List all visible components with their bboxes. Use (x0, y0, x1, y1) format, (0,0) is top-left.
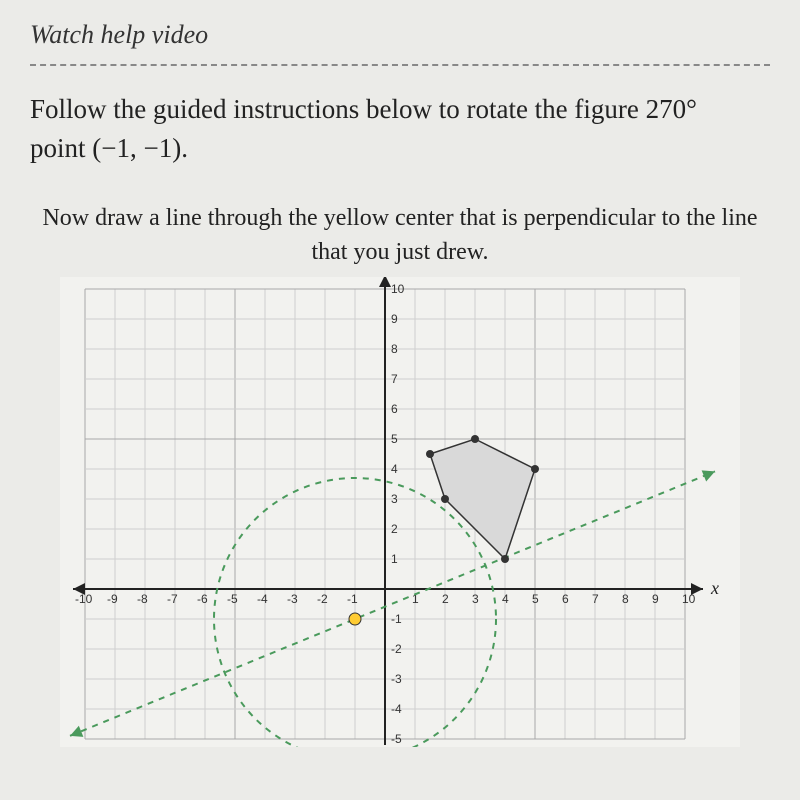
svg-text:-4: -4 (257, 592, 268, 606)
svg-text:5: 5 (391, 432, 398, 446)
svg-text:5: 5 (532, 592, 539, 606)
svg-text:8: 8 (391, 342, 398, 356)
svg-text:-9: -9 (107, 592, 118, 606)
svg-text:1: 1 (391, 552, 398, 566)
svg-text:-3: -3 (391, 672, 402, 686)
svg-text:8: 8 (622, 592, 629, 606)
step-instruction: Now draw a line through the yellow cente… (30, 202, 770, 269)
instruction-line-1: Now draw a line through the yellow cente… (42, 205, 757, 231)
prompt-line-2: point (−1, −1). (30, 133, 188, 163)
help-video-link[interactable]: Watch help video (30, 20, 770, 50)
prompt-line-1: Follow the guided instructions below to … (30, 94, 697, 124)
svg-text:-3: -3 (287, 592, 298, 606)
svg-text:-7: -7 (167, 592, 178, 606)
graph-container: xy-10-9-8-7-6-5-4-3-2-112345678910123456… (30, 277, 770, 747)
svg-text:-4: -4 (391, 702, 402, 716)
svg-text:-10: -10 (75, 592, 93, 606)
section-divider (30, 64, 770, 66)
svg-text:9: 9 (652, 592, 659, 606)
instruction-line-2: that you just drew. (311, 239, 488, 265)
svg-text:-1: -1 (347, 592, 358, 606)
svg-text:-1: -1 (391, 612, 402, 626)
svg-text:2: 2 (391, 522, 398, 536)
svg-text:x: x (710, 578, 719, 598)
svg-text:-5: -5 (227, 592, 238, 606)
svg-text:-2: -2 (391, 642, 402, 656)
svg-text:-5: -5 (391, 732, 402, 746)
svg-text:3: 3 (391, 492, 398, 506)
svg-text:6: 6 (562, 592, 569, 606)
svg-text:-2: -2 (317, 592, 328, 606)
svg-text:3: 3 (472, 592, 479, 606)
svg-text:10: 10 (682, 592, 696, 606)
svg-text:4: 4 (391, 462, 398, 476)
svg-text:6: 6 (391, 402, 398, 416)
svg-text:7: 7 (391, 372, 398, 386)
svg-text:7: 7 (592, 592, 599, 606)
svg-text:-8: -8 (137, 592, 148, 606)
svg-text:-6: -6 (197, 592, 208, 606)
svg-text:4: 4 (502, 592, 509, 606)
coordinate-graph[interactable]: xy-10-9-8-7-6-5-4-3-2-112345678910123456… (60, 277, 740, 747)
svg-text:10: 10 (391, 282, 405, 296)
svg-text:2: 2 (442, 592, 449, 606)
problem-prompt: Follow the guided instructions below to … (30, 90, 770, 168)
svg-text:9: 9 (391, 312, 398, 326)
